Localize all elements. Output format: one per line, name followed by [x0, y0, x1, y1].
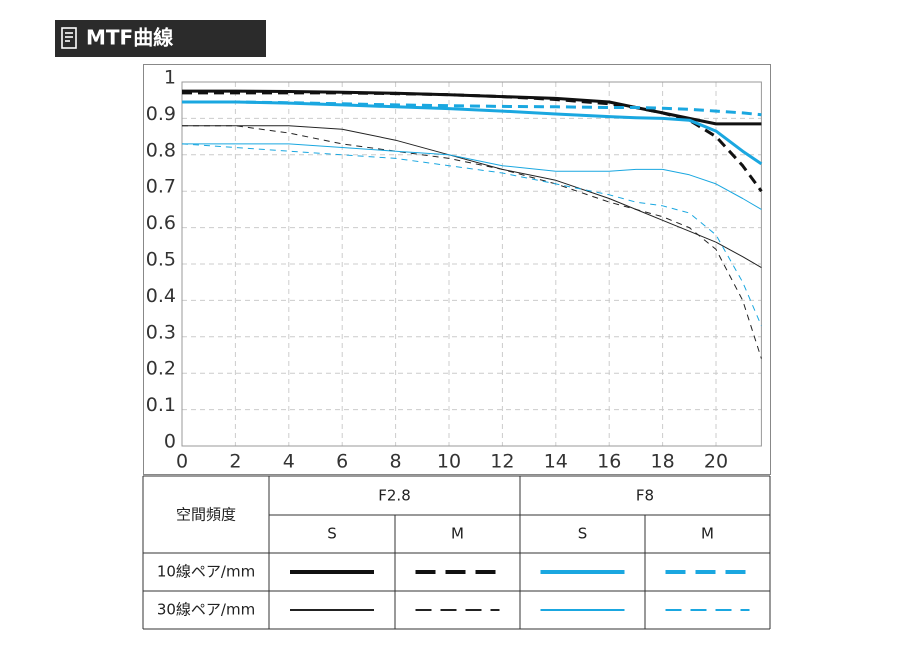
y-tick-label: 0.2: [146, 358, 176, 380]
y-tick-label: 0.9: [146, 103, 176, 125]
orientation-label: M: [701, 525, 714, 543]
x-tick-label: 4: [283, 451, 295, 473]
orientation-label: M: [451, 525, 464, 543]
header-bar: [55, 20, 266, 57]
series-line: [182, 100, 762, 117]
frequency-label: 30線ペア/mm: [157, 601, 255, 619]
plot-area: [181, 81, 762, 447]
series-line: [182, 143, 762, 210]
x-tick-label: 0: [176, 451, 188, 473]
x-tick-label: 16: [597, 451, 621, 473]
series-line: [181, 143, 762, 327]
y-tick-label: 0.1: [146, 394, 176, 416]
x-tick-label: 12: [490, 451, 514, 473]
x-tick-label: 18: [651, 451, 675, 473]
x-tick-label: 6: [336, 451, 348, 473]
header-icon: [61, 27, 77, 49]
x-tick-label: 2: [229, 451, 241, 473]
y-tick-label: 0.6: [146, 212, 176, 234]
x-tick-label: 8: [390, 451, 402, 473]
series-line: [182, 125, 762, 269]
y-tick-label: 0.5: [146, 249, 176, 271]
orientation-label: S: [327, 525, 337, 543]
chart-frame: [143, 64, 771, 475]
x-tick-label: 10: [437, 451, 461, 473]
series-line: [182, 100, 763, 166]
x-tick-label: 20: [704, 451, 728, 473]
header-title: MTF曲線: [86, 26, 173, 50]
y-tick-label: 1: [164, 67, 176, 89]
y-tick-label: 0.7: [146, 176, 176, 198]
aperture-label: F8: [636, 487, 654, 505]
legend-header: 空間頻度: [176, 506, 236, 524]
orientation-label: S: [578, 525, 588, 543]
series-line: [182, 91, 763, 193]
frequency-label: 10線ペア/mm: [157, 563, 255, 581]
y-tick-label: 0.4: [146, 285, 176, 307]
x-tick-label: 14: [544, 451, 568, 473]
y-tick-label: 0: [164, 431, 176, 453]
y-tick-label: 0.3: [146, 321, 176, 343]
y-tick-label: 0.8: [146, 139, 176, 161]
aperture-label: F2.8: [378, 487, 410, 505]
